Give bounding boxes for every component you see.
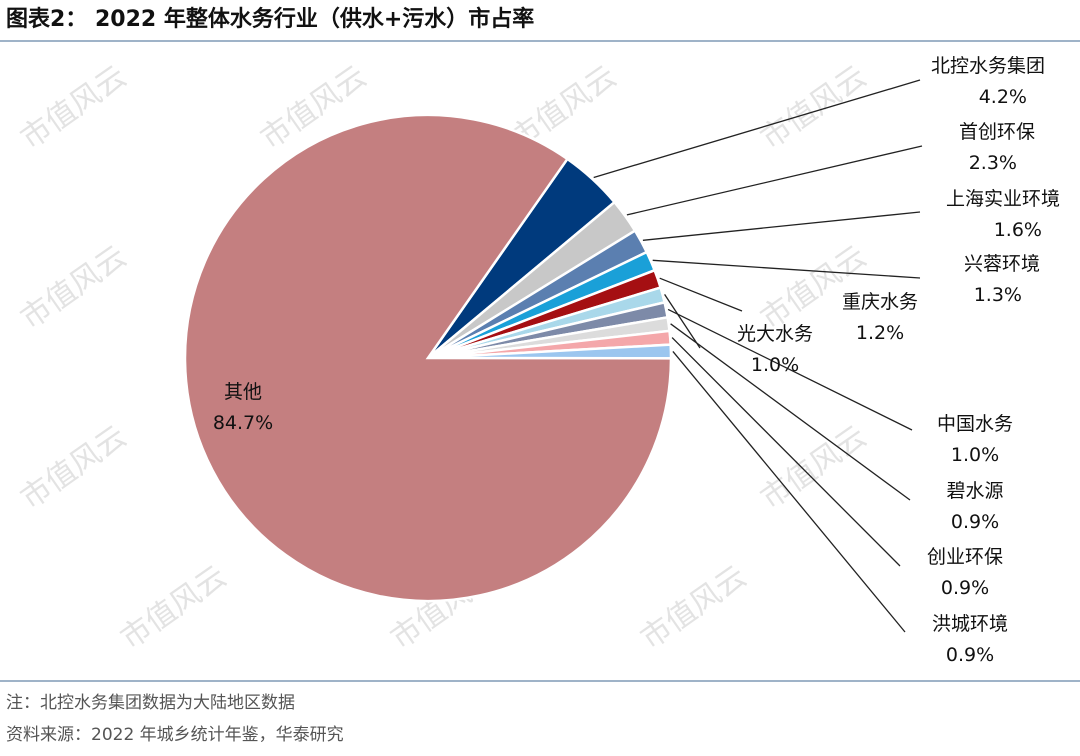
source-note: 资料来源：2022 年城乡统计年鉴，华泰研究	[6, 725, 344, 745]
watermark-text: 市值风云	[755, 419, 873, 516]
slice-9-name-label: 创业环保	[927, 546, 1003, 568]
slice-8-leader-line	[670, 323, 911, 501]
slice-7-value-label: 1.0%	[951, 444, 999, 466]
slice-6-name-label: 光大水务	[737, 323, 813, 345]
watermark-text: 市值风云	[15, 419, 133, 516]
slice-3-leader-line	[642, 211, 921, 241]
slice-10-value-label: 0.9%	[946, 644, 994, 666]
watermark-text: 市值风云	[635, 559, 753, 656]
slice-2-value-label: 2.3%	[969, 152, 1017, 174]
slice-7-name-label: 中国水务	[937, 413, 1013, 435]
slice-4-name-label: 兴蓉环境	[964, 253, 1040, 275]
footnote: 注：北控水务集团数据为大陆地区数据	[6, 693, 295, 713]
slice-8-value-label: 0.9%	[951, 511, 999, 533]
slice-1-leader-line	[593, 79, 921, 179]
slice-5-value-label: 1.2%	[856, 322, 904, 344]
slice-10-leader-line	[672, 350, 906, 633]
watermark-text: 市值风云	[15, 239, 133, 336]
slice-1-value-label: 4.2%	[979, 86, 1027, 108]
chart-title: 图表2： 2022 年整体水务行业（供水+污水）市占率	[6, 7, 535, 32]
slice-11-value-label: 84.7%	[213, 412, 273, 434]
top-divider	[0, 40, 1080, 42]
pie-slices	[183, 113, 673, 603]
bottom-divider	[0, 680, 1080, 682]
slice-2-name-label: 首创环保	[959, 121, 1035, 143]
watermark-text: 市值风云	[115, 559, 233, 656]
slice-11-name-label: 其他	[224, 381, 262, 403]
watermark-text: 市值风云	[755, 59, 873, 156]
slice-5-leader-line	[659, 277, 743, 312]
slice-8-name-label: 碧水源	[946, 480, 1003, 502]
slice-9-leader-line	[671, 337, 901, 567]
slice-3-name-label: 上海实业环境	[946, 188, 1060, 210]
slice-6-value-label: 1.0%	[751, 354, 799, 376]
slice-4-leader-line	[652, 259, 921, 279]
slice-5-name-label: 重庆水务	[842, 291, 918, 313]
slice-10-name-label: 洪城环境	[932, 613, 1008, 635]
slice-1-name-label: 北控水务集团	[931, 55, 1045, 77]
slice-3-value-label: 1.6%	[994, 219, 1042, 241]
leader-lines	[593, 79, 923, 633]
slice-4-value-label: 1.3%	[974, 284, 1022, 306]
slice-7-leader-line	[667, 308, 913, 431]
slice-6-leader-line	[664, 294, 701, 349]
slice-9-value-label: 0.9%	[941, 577, 989, 599]
slice-labels: 北控水务集团 4.2% 首创环保 2.3% 上海实业环境 1.6% 兴蓉环境 1.3% 重庆水务…	[213, 55, 1060, 666]
watermark-text: 市值风云	[15, 59, 133, 156]
slice-11	[183, 113, 673, 603]
slice-2-leader-line	[626, 145, 923, 216]
